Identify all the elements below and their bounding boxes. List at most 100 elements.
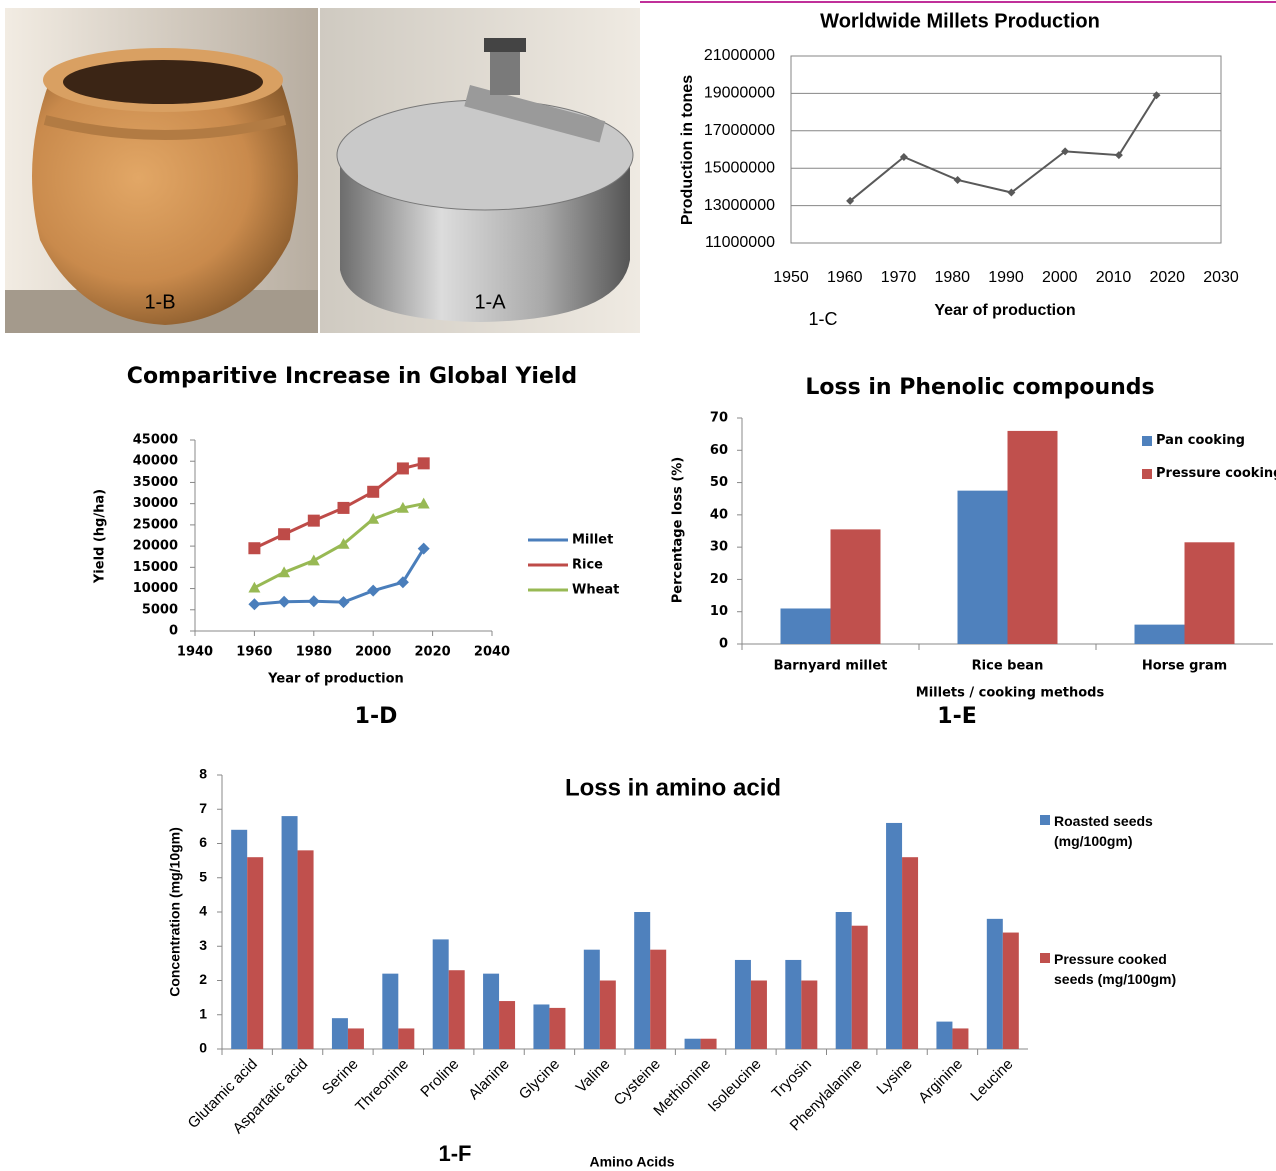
marker xyxy=(846,196,855,205)
caption: 1-E xyxy=(937,704,976,729)
legend-swatch xyxy=(1040,815,1050,825)
x-tick-label: 1950 xyxy=(773,269,809,286)
x-tick-label: 2020 xyxy=(1149,269,1185,286)
bar xyxy=(1134,624,1185,644)
chart: Worldwide Millets Production Production i… xyxy=(679,10,1239,328)
x-tick-label: Rice bean xyxy=(972,659,1044,674)
bar xyxy=(1007,430,1058,644)
y-tick-label: 19000000 xyxy=(704,85,775,102)
legend-swatch xyxy=(1142,469,1152,479)
y-tick-label: 3 xyxy=(199,937,207,953)
y-tick-label: 15000 xyxy=(133,560,178,575)
y-tick-label: 40 xyxy=(710,507,728,522)
bar xyxy=(785,959,802,1049)
bar xyxy=(780,608,831,644)
chart: Yield (hg/ha) Year of production 1-D 0 5000 1… xyxy=(93,433,620,730)
x-tick-label: Proline xyxy=(417,1056,462,1101)
y-tick-label: 0 xyxy=(719,637,728,652)
marker xyxy=(367,485,380,498)
bar xyxy=(734,959,751,1049)
x-tick-label: 2000 xyxy=(1042,269,1078,286)
x-tick-label: Horse gram xyxy=(1142,659,1227,674)
y-tick-label: 0 xyxy=(199,1040,207,1056)
bar xyxy=(231,829,248,1049)
y-tick-label: 5000 xyxy=(142,602,178,617)
x-tick-label: 2030 xyxy=(1203,269,1239,286)
x-tick-label: 1980 xyxy=(934,269,970,286)
y-tick-label: 10000 xyxy=(133,581,178,596)
y-tick-label: 45000 xyxy=(133,433,178,448)
x-tick-label: Glycine xyxy=(516,1056,563,1103)
x-axis-label: Amino Acids xyxy=(589,1154,674,1170)
bar xyxy=(634,912,651,1049)
bar xyxy=(483,973,500,1049)
y-axis-label: Concentration (mg/10gm) xyxy=(167,827,183,997)
marker xyxy=(248,581,261,593)
photo-label: 1-A xyxy=(474,291,506,313)
marker xyxy=(367,512,380,524)
legend-label: Roasted seeds (mg/100gm) xyxy=(1054,813,1153,850)
marker xyxy=(307,554,320,566)
bar xyxy=(432,939,449,1049)
y-tick-label: 2 xyxy=(199,971,207,987)
marker xyxy=(396,576,409,589)
photo-cooker xyxy=(320,8,640,333)
marker xyxy=(337,501,350,514)
marker xyxy=(1061,147,1070,156)
x-axis-label: Millets / cooking methods xyxy=(916,686,1105,701)
x-tick-label: Arginine xyxy=(915,1056,966,1107)
y-tick-label: 35000 xyxy=(133,475,178,490)
bar xyxy=(801,980,818,1049)
bar xyxy=(936,1021,953,1049)
marker xyxy=(899,152,908,161)
bar xyxy=(957,490,1008,644)
caption: 1-F xyxy=(439,1141,472,1166)
line xyxy=(849,94,1158,202)
y-tick-label: 10 xyxy=(710,604,728,619)
y-axis-label: Yield (hg/ha) xyxy=(93,489,108,584)
y-tick-label: 30000 xyxy=(133,496,178,511)
x-axis-label: Year of production xyxy=(267,672,404,687)
legend-label: Rice xyxy=(572,558,603,573)
caption: 1-D xyxy=(355,704,398,729)
bar xyxy=(382,973,399,1049)
x-tick-label: 1960 xyxy=(236,645,272,660)
legend-label: Pressure cooking xyxy=(1156,466,1276,481)
chart-title: Worldwide Millets Production xyxy=(820,10,1100,32)
bar xyxy=(830,529,881,644)
marker xyxy=(367,584,380,597)
marker xyxy=(337,537,350,549)
marker xyxy=(396,501,409,513)
marker xyxy=(417,497,430,509)
x-tick-label: 2010 xyxy=(1096,269,1132,286)
marker xyxy=(1152,91,1161,100)
y-tick-label: 5 xyxy=(199,868,207,884)
photo-pot xyxy=(5,8,318,333)
bar xyxy=(684,1038,701,1049)
bar xyxy=(331,1018,348,1049)
y-tick-label: 0 xyxy=(169,624,178,639)
chart: Loss in amino acid Concentration (mg/10gm… xyxy=(167,766,1050,1170)
marker xyxy=(1114,151,1123,160)
y-tick-label: 21000000 xyxy=(704,47,775,64)
x-tick-label: Lysine xyxy=(873,1056,915,1098)
y-tick-label: 70 xyxy=(710,411,728,426)
bar xyxy=(533,1004,550,1049)
caption: 1-C xyxy=(808,309,837,329)
y-tick-label: 60 xyxy=(710,443,728,458)
x-tick-label: 1990 xyxy=(988,269,1024,286)
x-tick-label: 1940 xyxy=(177,645,213,660)
bar xyxy=(297,850,314,1049)
marker xyxy=(417,542,430,555)
y-tick-label: 20000 xyxy=(133,539,178,554)
y-axis-label: Percentage loss (%) xyxy=(671,457,686,603)
bar xyxy=(1184,542,1235,644)
legend-label: Pan cooking xyxy=(1156,433,1245,448)
bar xyxy=(886,822,903,1049)
marker xyxy=(278,528,291,541)
x-tick-label: 1980 xyxy=(296,645,332,660)
bar xyxy=(750,980,767,1049)
chart-title: Comparitive Increase in Global Yield xyxy=(126,364,578,389)
